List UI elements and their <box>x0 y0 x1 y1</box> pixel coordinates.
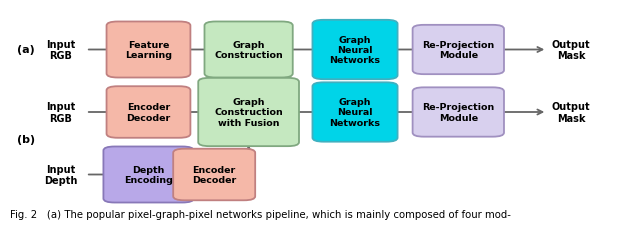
Text: (b): (b) <box>17 134 35 144</box>
FancyBboxPatch shape <box>106 22 191 78</box>
Text: Encoder
Decoder: Encoder Decoder <box>192 165 236 184</box>
Text: Graph
Construction
with Fusion: Graph Construction with Fusion <box>214 98 283 127</box>
FancyBboxPatch shape <box>104 147 193 203</box>
Text: Graph
Neural
Networks: Graph Neural Networks <box>330 98 381 127</box>
Text: Input
RGB: Input RGB <box>46 40 76 61</box>
FancyBboxPatch shape <box>312 83 397 142</box>
FancyBboxPatch shape <box>198 79 299 146</box>
Text: Input
Depth: Input Depth <box>44 164 77 185</box>
Text: Re-Projection
Module: Re-Projection Module <box>422 103 495 122</box>
FancyBboxPatch shape <box>173 149 255 200</box>
FancyBboxPatch shape <box>312 21 397 80</box>
FancyBboxPatch shape <box>413 26 504 75</box>
Text: Feature
Learning: Feature Learning <box>125 41 172 60</box>
FancyBboxPatch shape <box>106 87 191 138</box>
Text: Graph
Construction: Graph Construction <box>214 41 283 60</box>
Text: Encoder
Decoder: Encoder Decoder <box>126 103 171 122</box>
Text: (a): (a) <box>17 45 35 55</box>
FancyBboxPatch shape <box>413 88 504 137</box>
Text: Output
Mask: Output Mask <box>552 102 590 123</box>
Text: Output
Mask: Output Mask <box>552 40 590 61</box>
Text: Fig. 2   (a) The popular pixel-graph-pixel networks pipeline, which is mainly co: Fig. 2 (a) The popular pixel-graph-pixel… <box>10 209 511 219</box>
Text: Re-Projection
Module: Re-Projection Module <box>422 41 495 60</box>
Text: Input
RGB: Input RGB <box>46 102 76 123</box>
FancyBboxPatch shape <box>205 22 292 78</box>
Text: Depth
Encoding: Depth Encoding <box>124 165 173 184</box>
Text: Graph
Neural
Networks: Graph Neural Networks <box>330 36 381 65</box>
